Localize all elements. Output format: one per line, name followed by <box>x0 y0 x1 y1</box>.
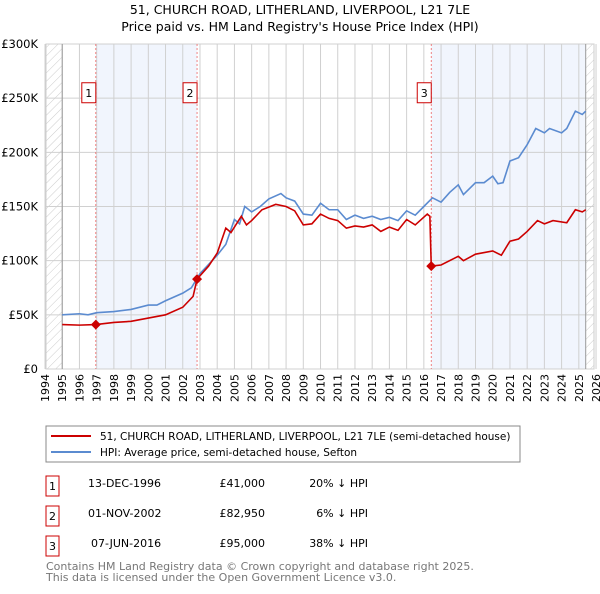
x-tick-label: 1995 <box>56 374 69 402</box>
sale-point <box>426 261 437 272</box>
sale-label-box <box>416 82 432 104</box>
transaction-price: £82,950 <box>220 507 266 520</box>
y-tick-label: £100K <box>1 254 38 268</box>
sale-point <box>192 274 203 285</box>
hpi-line <box>62 110 587 316</box>
x-tick-label: 2009 <box>297 374 310 402</box>
transaction-row: 2 01-NOV-2002 £82,950 6% ↓ HPI <box>45 505 368 527</box>
x-tick-label: 2012 <box>349 374 362 402</box>
x-tick-label: 2004 <box>211 374 224 402</box>
x-tick-label: 2001 <box>160 374 173 402</box>
transaction-id: 3 <box>49 540 56 553</box>
transaction-price: £41,000 <box>220 477 266 490</box>
y-tick-label: £150K <box>1 200 38 214</box>
x-tick-label: 1998 <box>108 374 121 402</box>
transaction-row: 1 13-DEC-1996 £41,000 20% ↓ HPI <box>45 475 368 497</box>
y-tick-label: £250K <box>1 91 38 105</box>
transaction-hpi-diff: 6% ↓ HPI <box>316 507 368 520</box>
y-tick-label: £50K <box>9 308 39 322</box>
transaction-id: 2 <box>49 510 56 523</box>
x-tick-label: 2015 <box>401 374 414 402</box>
sale-label: 1 <box>85 87 92 100</box>
x-tick-label: 2017 <box>435 374 448 402</box>
x-tick-label: 2014 <box>383 374 396 402</box>
transaction-price: £95,000 <box>220 537 266 550</box>
transaction-hpi-diff: 20% ↓ HPI <box>309 477 368 490</box>
sale-point <box>90 319 101 330</box>
transaction-date: 13-DEC-1996 <box>88 477 161 490</box>
x-tick-label: 2021 <box>504 374 517 402</box>
x-tick-label: 2002 <box>177 374 190 402</box>
x-tick-label: 2005 <box>228 374 241 402</box>
x-tick-label: 2025 <box>573 374 586 402</box>
sale-label: 3 <box>421 87 428 100</box>
x-tick-label: 2013 <box>366 374 379 402</box>
x-tick-label: 2022 <box>521 374 534 402</box>
chart-subtitle: Price paid vs. HM Land Registry's House … <box>121 19 478 34</box>
chart-title: 51, CHURCH ROAD, LITHERLAND, LIVERPOOL, … <box>130 2 470 17</box>
y-tick-label: £200K <box>1 145 38 159</box>
x-tick-label: 2003 <box>194 374 207 402</box>
footer-licence: This data is licensed under the Open Gov… <box>45 571 396 584</box>
x-tick-label: 2000 <box>142 374 155 402</box>
x-tick-label: 2023 <box>538 374 551 402</box>
x-tick-label: 2024 <box>556 374 569 402</box>
x-tick-label: 2026 <box>590 374 600 402</box>
legend-label-property: 51, CHURCH ROAD, LITHERLAND, LIVERPOOL, … <box>100 431 510 443</box>
x-tick-label: 2011 <box>332 374 345 402</box>
x-tick-label: 1996 <box>73 374 86 402</box>
transaction-date: 01-NOV-2002 <box>88 507 162 520</box>
footer-copyright: Contains HM Land Registry data © Crown c… <box>46 560 474 573</box>
y-tick-label: £300K <box>1 37 38 51</box>
legend-box <box>45 425 521 463</box>
x-tick-label: 2019 <box>470 374 483 402</box>
transaction-hpi-diff: 38% ↓ HPI <box>309 537 368 550</box>
x-tick-label: 2018 <box>452 374 465 402</box>
x-tick-label: 1997 <box>91 374 104 402</box>
x-tick-label: 1994 <box>39 374 52 402</box>
sale-label-box <box>81 82 97 104</box>
y-tick-label: £0 <box>23 362 38 376</box>
x-tick-label: 2016 <box>418 374 431 402</box>
transaction-row: 3 07-JUN-2016 £95,000 38% ↓ HPI <box>45 535 368 557</box>
x-tick-label: 2020 <box>487 374 500 402</box>
legend-label-hpi: HPI: Average price, semi-detached house,… <box>100 447 357 459</box>
x-tick-label: 1999 <box>125 374 138 402</box>
x-tick-label: 2010 <box>315 374 328 402</box>
sale-label-box <box>182 82 198 104</box>
x-tick-label: 2006 <box>246 374 259 402</box>
transaction-date: 07-JUN-2016 <box>91 537 161 550</box>
sale-label: 2 <box>187 87 194 100</box>
transaction-id: 1 <box>49 480 56 493</box>
x-tick-label: 2008 <box>280 374 293 402</box>
x-tick-label: 2007 <box>263 374 276 402</box>
